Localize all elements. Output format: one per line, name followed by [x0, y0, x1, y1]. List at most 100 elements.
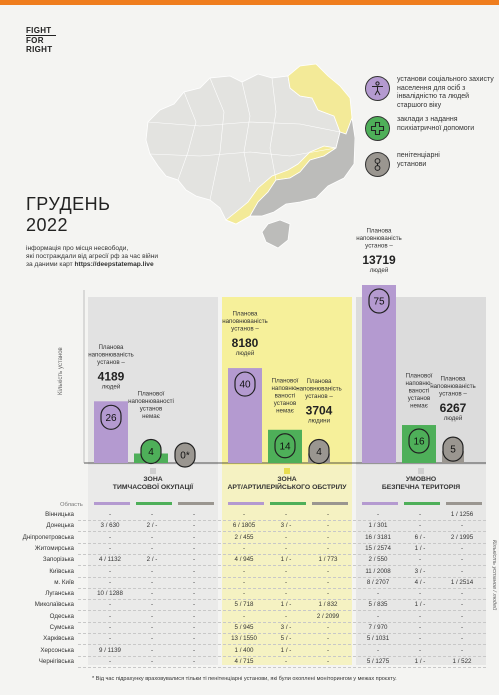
table-cell: - [150, 624, 154, 631]
value-badge-psych-zone-2 [274, 433, 296, 459]
zone-label-line2: БЕЗПЕЧНА ТЕРИТОРІЯ [381, 484, 461, 491]
table-cell: - [242, 612, 246, 620]
table-cell: - [192, 657, 196, 665]
capacity-note-text: ваності [409, 388, 430, 395]
table-cell: - [150, 601, 154, 609]
table-cell: 15 / 2574 [365, 544, 391, 552]
table-cell: - [326, 624, 330, 631]
table-cell: - [192, 533, 196, 541]
table-cell: 2 / 550 [368, 556, 388, 564]
table-cell: - [326, 590, 330, 598]
table-cell: 2 / - [146, 522, 158, 530]
capacity-note-value: 3704 [306, 404, 333, 418]
column-color-swatch [312, 502, 348, 505]
table-cell: - [284, 612, 288, 620]
capacity-note-text: Планової [272, 377, 299, 384]
table-cell: - [284, 544, 288, 552]
table-cell: - [376, 646, 380, 654]
table-cell: - [326, 522, 330, 530]
value-badge-psych-zone-3 [408, 428, 430, 454]
table-cell: - [376, 612, 380, 620]
table-row-divider [78, 621, 486, 623]
table-cell: - [326, 646, 330, 654]
brand-logo: FIGHT FOR RIGHT [26, 26, 56, 54]
table-cell: 1 / - [414, 657, 426, 665]
table-cell: - [150, 635, 154, 643]
footnote: * Від час підрахунку враховувалися тільк… [92, 676, 397, 682]
table-cell: - [108, 612, 112, 620]
table-cell: 5 / 1031 [366, 635, 390, 643]
table-cell: - [150, 657, 154, 665]
capacity-note-text: немає [142, 413, 160, 420]
table-row-name: Чернігівська [38, 657, 74, 665]
table-cell: 1 / 2514 [450, 578, 474, 586]
capacity-note-value: 13719 [362, 253, 396, 267]
capacity-note-text: ваності [275, 392, 296, 399]
table-row-divider [78, 666, 486, 668]
capacity-note-text: наповнюваність [356, 235, 402, 242]
table-cell: - [192, 578, 196, 586]
zone-label-line1: ЗОНА [143, 476, 163, 483]
table-cell: - [460, 590, 464, 598]
table-cell: - [326, 578, 330, 586]
table-cell: - [460, 544, 464, 552]
table-cell: - [192, 646, 196, 654]
capacity-note-text: установ – [305, 393, 333, 400]
zone-label-line1: УМОВНО [405, 476, 437, 483]
capacity-note-value: 6267 [440, 401, 467, 415]
table-cell: - [460, 601, 464, 609]
table-cell: - [326, 533, 330, 541]
table-cell: 5 / 718 [234, 601, 254, 609]
capacity-note-text: немає [276, 407, 294, 414]
table-cell: - [326, 635, 330, 643]
source-link[interactable]: https://deepstatemap.live [74, 261, 154, 268]
page-subtitle: інформація про місця несвободи, які пост… [26, 245, 226, 269]
zone-background-3 [356, 297, 486, 465]
table-row-divider [78, 542, 486, 544]
table-cell: 4 / 715 [234, 657, 254, 665]
table-cell: - [108, 601, 112, 609]
page-title: ГРУДЕНЬ 2022 [26, 194, 111, 236]
table-cell: - [192, 511, 196, 518]
capacity-note-text: наповнюваності [128, 398, 174, 405]
value-badge-social-zone-1 [100, 404, 122, 430]
column-color-swatch [446, 502, 482, 505]
bar-social-zone-2 [228, 368, 262, 463]
table-cell: - [192, 635, 196, 643]
table-row-name: Сумська [49, 624, 74, 631]
table-cell: 1 / - [280, 601, 292, 609]
table-row-name: Київська [49, 567, 74, 575]
zone-background-2 [222, 297, 352, 465]
capacity-note-text: Планова [98, 344, 124, 351]
table-cell: 1 / 522 [452, 657, 472, 665]
capacity-note-text: установ – [97, 359, 125, 366]
table-cell: - [108, 657, 112, 665]
value-label-social-zone-2: 40 [239, 380, 251, 391]
table-cell: 3 / - [414, 567, 426, 575]
table-cell: - [460, 612, 464, 620]
table-cell: 9 / 1139 [99, 646, 121, 654]
table-cell: 5 / - [280, 635, 292, 643]
table-cell: 3 / - [280, 522, 292, 530]
table-cell: - [418, 511, 422, 518]
table-row-name: м. Київ [54, 578, 74, 586]
table-cell: - [108, 511, 112, 518]
map-occupied-zone [249, 116, 355, 249]
zone-swatch-icon [284, 468, 290, 475]
zone-swatch-icon [150, 468, 156, 475]
table-right-label: Кількість установ / людей [491, 540, 497, 611]
table-row-divider [78, 599, 486, 601]
table-cell: 1 / 301 [368, 522, 388, 530]
subtitle-prefix: за даними карт [26, 261, 75, 268]
bar-pen-zone-2 [308, 453, 330, 463]
table-cell: - [418, 635, 422, 643]
table-cell: - [460, 624, 464, 631]
table-header-oblast: Область [60, 502, 83, 508]
table-row-divider [78, 531, 486, 533]
column-color-swatch [228, 502, 264, 505]
table-cell: 6 / - [414, 533, 426, 541]
column-color-swatch [270, 502, 306, 505]
value-label-psych-zone-3: 16 [413, 437, 425, 448]
table-cell: - [150, 544, 154, 552]
capacity-note-unit: людей [102, 383, 121, 390]
